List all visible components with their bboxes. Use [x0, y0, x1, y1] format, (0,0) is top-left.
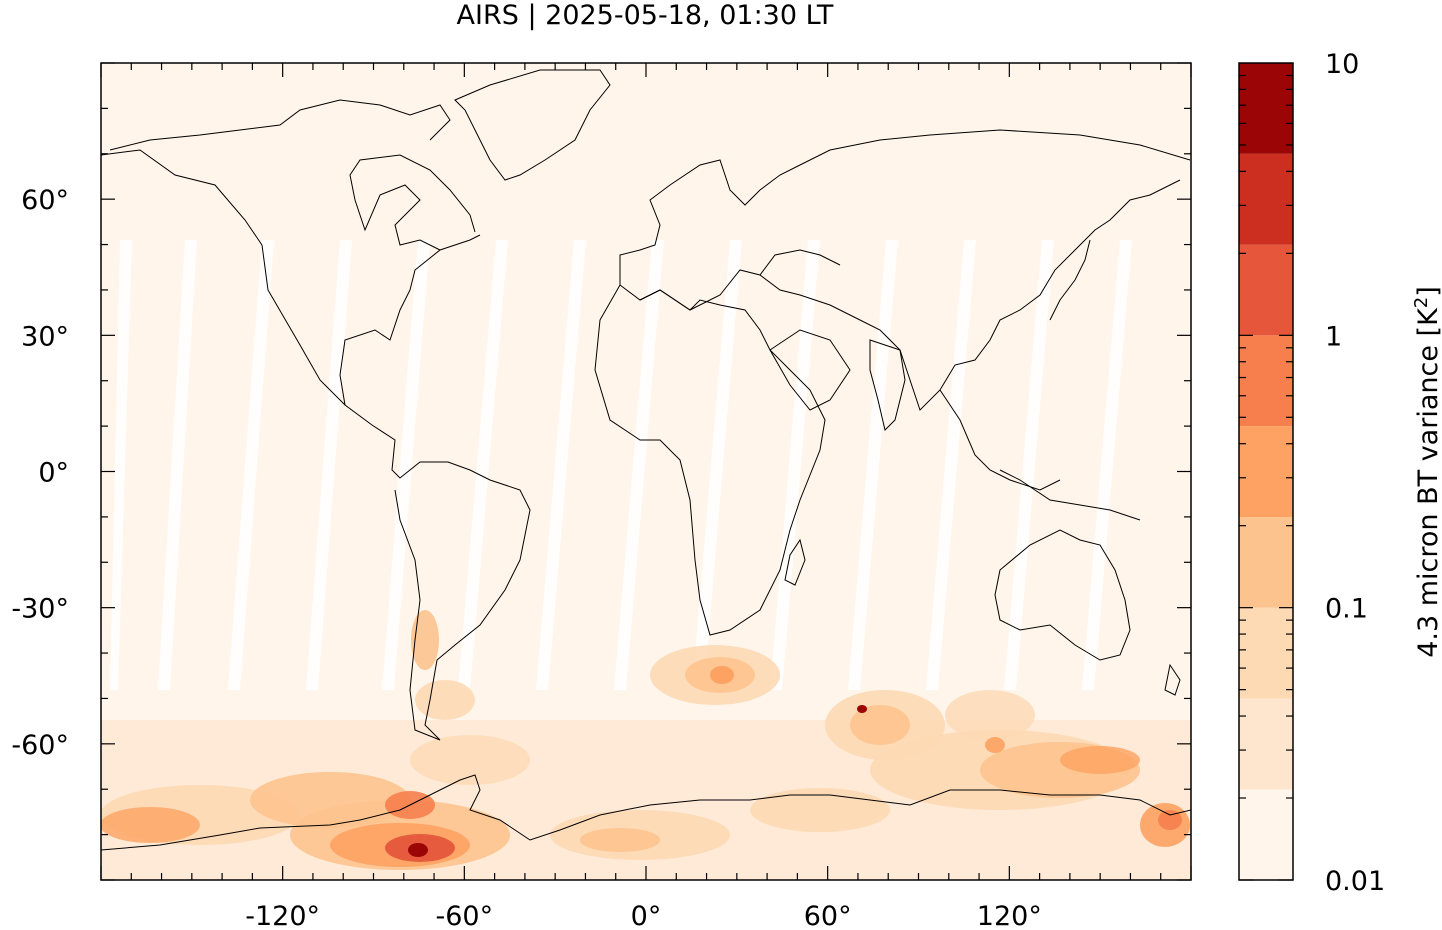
lat-tick-label: -60° [11, 730, 69, 761]
lon-tick-label: -120° [245, 901, 320, 930]
map-panel: -120° -60° 0° 60° 120° 60° 30° 0° -30° -60° [11, 62, 1192, 930]
lat-tick-label: -30° [11, 594, 69, 625]
colorbar-tick-label: 10 [1325, 49, 1359, 80]
colorbar-ticks [1239, 74, 1293, 881]
coastlines [101, 69, 1191, 851]
lat-tick-label: 60° [21, 185, 69, 216]
lon-tick-label: 120° [977, 901, 1042, 930]
colorbar-tick-label: 0.1 [1325, 594, 1368, 625]
colorbar-bin [1239, 426, 1293, 518]
indian-ocean-patch [825, 690, 1035, 760]
lat-tick-label: 30° [21, 321, 69, 352]
lon-tick-label: -60° [436, 901, 494, 930]
colorbar-tick-label: 0.01 [1325, 866, 1385, 897]
colorbar-bin [1239, 517, 1293, 608]
lon-tick-label: 60° [804, 901, 852, 930]
swath-gaps [110, 240, 1132, 690]
data-field [101, 69, 1191, 880]
colorbar-label: 4.3 micron BT variance [K2] [1411, 286, 1442, 658]
patagonia-patch [411, 610, 475, 720]
lat-tick-label: 0° [38, 458, 69, 489]
colorbar-bin [1239, 63, 1293, 154]
colorbar-bins [1239, 63, 1293, 880]
colorbar-tick-labels: 10 1 0.1 0.01 [1325, 49, 1385, 897]
colorbar-bin [1239, 607, 1293, 699]
colorbar-bin [1239, 153, 1293, 245]
map-title: AIRS | 2025-05-18, 01:30 LT [457, 0, 834, 31]
colorbar-bin [1239, 244, 1293, 336]
colorbar-bin [1239, 789, 1293, 880]
colorbar-tick-label: 1 [1325, 321, 1342, 352]
colorbar-frame [1238, 62, 1294, 881]
axis-tick-labels: -120° -60° 0° 60° 120° 60° 30° 0° -30° -60° [11, 185, 1041, 930]
southern-ocean-field [101, 720, 1191, 880]
colorbar-bin [1239, 335, 1293, 427]
south-africa-patch [650, 645, 780, 705]
axis-ticks [100, 62, 1192, 881]
colorbar: 10 1 0.1 0.01 4.3 micron BT variance [K2] [1238, 49, 1442, 897]
lon-tick-label: 0° [631, 901, 662, 930]
colorbar-bin [1239, 698, 1293, 790]
